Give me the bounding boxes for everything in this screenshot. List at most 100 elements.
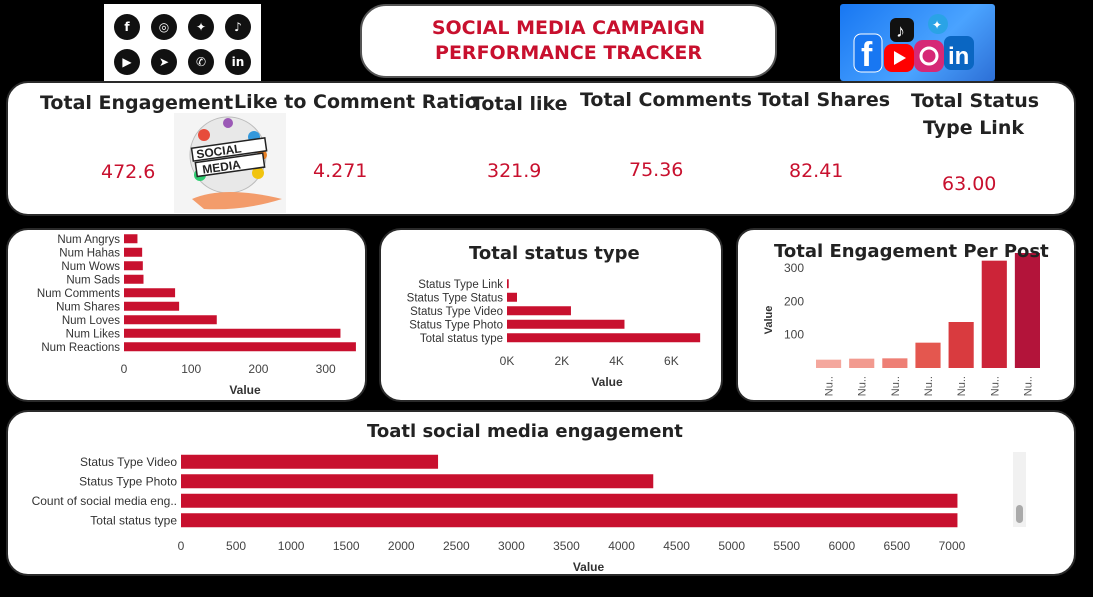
bar-2 <box>181 493 958 508</box>
bar-3 <box>181 513 958 528</box>
engagement-per-post-chart-title: Total Engagement Per Post <box>774 241 1049 262</box>
category-label-2: Status Type Video <box>410 306 503 318</box>
social-media-engagement-bar-chart: Status Type Video Status Type Photo Count … <box>32 454 966 574</box>
x-tick-label-6: 3000 <box>498 539 525 553</box>
bar-3 <box>124 274 144 284</box>
x-tick-label-13: 6500 <box>884 539 911 553</box>
x-tick-label-3: 300 <box>316 362 336 376</box>
social-media-engagement-chart-panel: Toatl social media engagement Status Typ… <box>6 410 1076 576</box>
category-label-2: Num Wows <box>61 261 120 273</box>
bar-1 <box>124 247 143 257</box>
telegram-icon: ➤ <box>151 49 177 75</box>
x-tick-label-1: 500 <box>226 539 246 553</box>
scrollbar-thumb[interactable] <box>1016 505 1023 523</box>
x-tick-label-8: 4000 <box>608 539 635 553</box>
category-label-1: Status Type Status <box>407 292 504 304</box>
bar-1 <box>507 292 517 302</box>
kpi-status-link-label-line1: Total Status <box>911 90 1040 112</box>
social-media-globe-image: SOCIAL MEDIA <box>174 113 286 213</box>
category-label-0: Num Angrys <box>57 234 120 246</box>
category-label-3: Nu.. <box>923 376 935 396</box>
svg-text:in: in <box>948 43 969 70</box>
status-type-chart-title: Total status type <box>469 243 640 264</box>
y-tick-label-1: 200 <box>784 294 804 308</box>
kpi-total-shares-value: 82.41 <box>789 160 844 182</box>
category-label-1: Status Type Photo <box>79 474 177 488</box>
bar-0 <box>507 279 509 289</box>
twitter-icon: ✦ <box>188 14 214 40</box>
title-line-1: SOCIAL MEDIA CAMPAIGN <box>431 17 706 39</box>
youtube-icon: ▶ <box>114 49 140 75</box>
x-tick-label-1: 100 <box>181 362 201 376</box>
bar-2 <box>124 261 143 271</box>
x-tick-label-0: 0 <box>178 539 185 553</box>
kpi-like-comment-ratio-label: Like to Comment Ratio <box>234 91 478 113</box>
kpi-status-link-value: 63.00 <box>942 173 997 195</box>
x-axis-label: Value <box>229 383 261 397</box>
category-label-4: Num Comments <box>37 288 120 300</box>
status-type-chart-panel: Total status type Status Type Link Status… <box>379 228 723 402</box>
x-tick-label-12: 6000 <box>828 539 855 553</box>
column-6 <box>1014 253 1040 368</box>
bar-0 <box>181 454 439 469</box>
category-label-0: Status Type Video <box>80 455 177 469</box>
column-5 <box>981 260 1007 368</box>
engagement-per-post-column-chart: Nu.. Nu.. Nu.. Nu.. Nu.. Nu.. Nu.. 100 200 300 Val… <box>763 253 1040 396</box>
kpi-panel: Total Engagement 472.6 Like to Comment R… <box>6 81 1076 216</box>
x-tick-label-2: 4K <box>609 354 624 368</box>
bar-4 <box>124 288 176 298</box>
category-label-8: Num Reactions <box>41 342 120 354</box>
facebook-icon: f <box>114 14 140 40</box>
x-tick-label-14: 7000 <box>939 539 966 553</box>
bar-6 <box>124 315 217 325</box>
y-tick-label-2: 300 <box>784 261 804 275</box>
globe-graphic: SOCIAL MEDIA <box>189 116 282 210</box>
linkedin-icon: in <box>225 49 251 75</box>
chart-scrollbar[interactable] <box>1013 452 1026 527</box>
column-3 <box>915 342 941 368</box>
social-logos-graphic: f in ♪ ✦ <box>853 14 974 74</box>
social-media-logos-image: f in ♪ ✦ <box>840 4 995 81</box>
category-label-0: Status Type Link <box>418 279 503 291</box>
bar-0 <box>124 234 138 244</box>
x-tick-label-4: 2000 <box>388 539 415 553</box>
bar-2 <box>507 306 571 316</box>
kpi-total-engagement-value: 472.6 <box>101 161 156 183</box>
social-icons-panel: f ◎ ✦ ♪ ▶ ➤ ✆ in <box>104 4 261 82</box>
bar-4 <box>507 333 701 343</box>
reactions-chart-panel: Num Angrys Num Hahas Num Wows Num Sads Num C… <box>6 228 367 402</box>
kpi-total-like-label: Total like <box>471 93 568 115</box>
x-tick-label-0: 0 <box>121 362 128 376</box>
svg-text:SOCIAL: SOCIAL <box>195 141 242 161</box>
bar-7 <box>124 328 341 338</box>
dashboard-title: SOCIAL MEDIA CAMPAIGN PERFORMANCE TRACKE… <box>360 4 777 78</box>
x-tick-label-10: 5000 <box>718 539 745 553</box>
kpi-status-link-label-line2: Type Link <box>923 117 1024 139</box>
x-tick-label-2: 1000 <box>278 539 305 553</box>
kpi-total-comments-value: 75.36 <box>629 159 684 181</box>
x-tick-label-3: 1500 <box>333 539 360 553</box>
svg-text:♪: ♪ <box>896 21 905 41</box>
bar-8 <box>124 342 356 352</box>
bar-5 <box>124 301 180 311</box>
x-tick-label-7: 3500 <box>553 539 580 553</box>
category-label-5: Num Shares <box>56 301 120 313</box>
category-label-0: Nu.. <box>824 376 836 396</box>
x-tick-label-1: 2K <box>554 354 569 368</box>
column-1 <box>849 358 875 368</box>
category-label-6: Nu.. <box>1022 376 1034 396</box>
x-tick-label-2: 200 <box>248 362 268 376</box>
category-label-2: Count of social media eng.. <box>32 494 177 508</box>
category-label-2: Nu.. <box>890 376 902 396</box>
category-label-1: Num Hahas <box>59 247 120 259</box>
category-label-1: Nu.. <box>857 376 869 396</box>
category-label-6: Num Loves <box>62 315 120 327</box>
social-media-engagement-chart-title: Toatl social media engagement <box>367 421 683 442</box>
kpi-total-engagement-label: Total Engagement <box>40 92 234 114</box>
x-tick-label-11: 5500 <box>773 539 800 553</box>
svg-text:✦: ✦ <box>932 18 942 32</box>
tiktok-icon: ♪ <box>225 14 251 40</box>
